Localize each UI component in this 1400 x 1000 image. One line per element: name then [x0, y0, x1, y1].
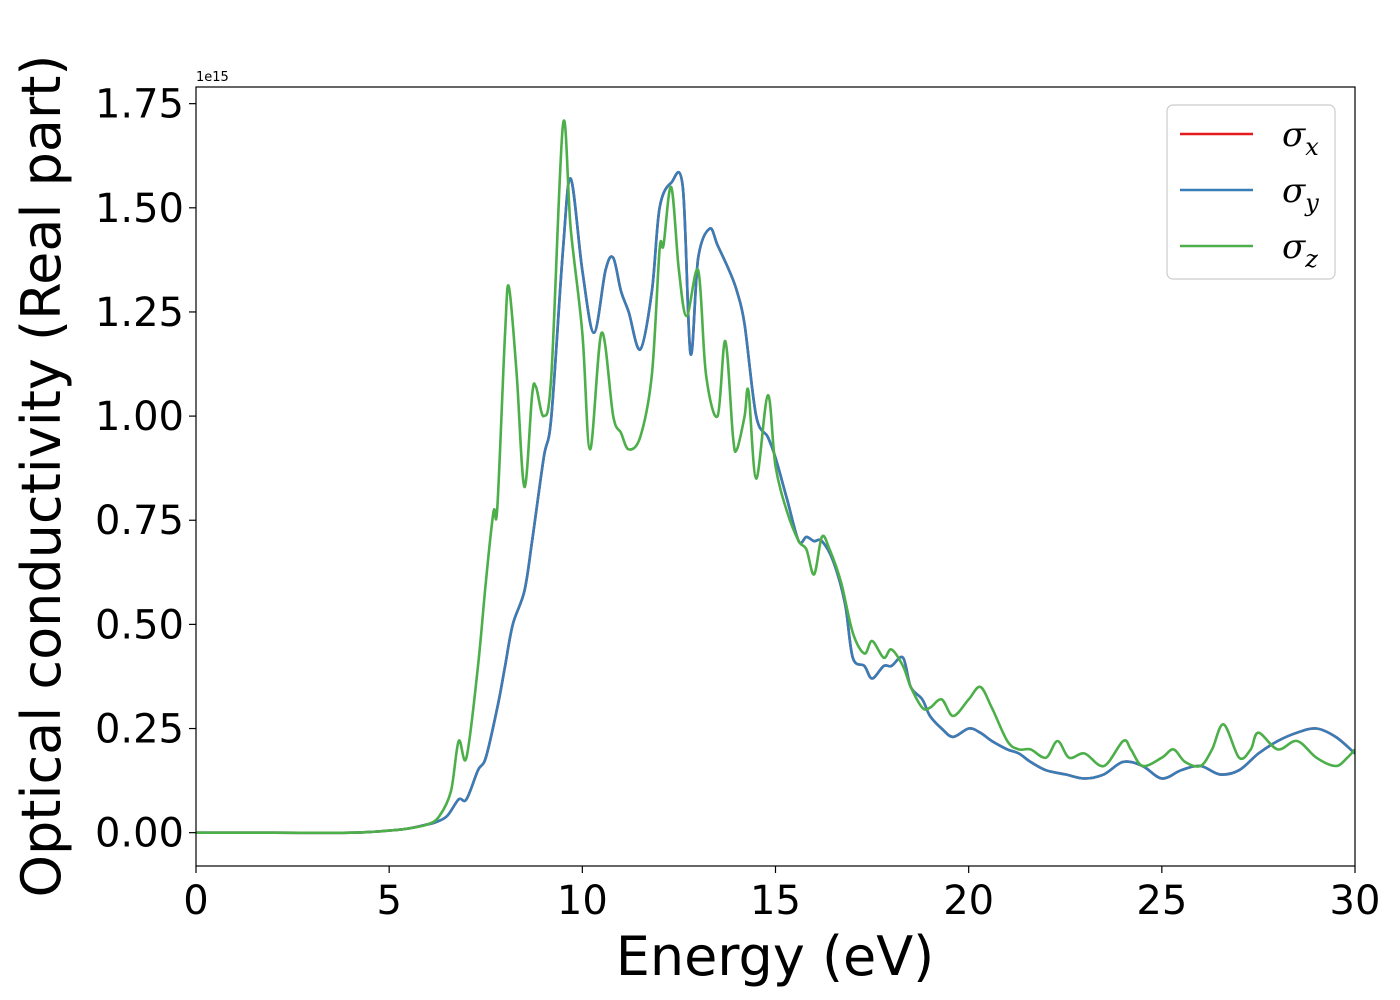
x-tick-label: 25 — [1136, 878, 1187, 924]
y-tick-label: 1.25 — [95, 290, 184, 336]
series-line-z — [196, 119, 1355, 835]
y-tick-label: 0.75 — [95, 498, 184, 544]
series-line-y — [196, 170, 1355, 835]
y-axis-label: Optical conductivity (Real part) — [10, 55, 73, 898]
x-tick-label: 0 — [183, 878, 208, 924]
y-tick-label: 0.50 — [95, 602, 184, 648]
x-tick-label: 30 — [1330, 878, 1381, 924]
legend-frame — [1166, 104, 1336, 280]
plot-lines — [196, 119, 1355, 835]
y-tick-label: 0.00 — [95, 811, 184, 857]
legend-label-y: σy — [1282, 171, 1319, 217]
y-tick-label: 1.00 — [95, 394, 184, 440]
x-tick-label: 10 — [557, 878, 608, 924]
x-axis: 0 5 10 15 20 25 30 — [183, 866, 1380, 924]
y-axis: 0.00 0.25 0.50 0.75 1.00 1.25 1.50 1.75 — [95, 82, 196, 857]
x-tick-label: 5 — [376, 878, 401, 924]
y-tick-label: 0.25 — [95, 707, 184, 753]
y-offset-label: 1e15 — [196, 70, 229, 85]
x-tick-label: 20 — [943, 878, 994, 924]
y-tick-label: 1.75 — [95, 82, 184, 128]
legend: σx σy σz — [1166, 104, 1336, 280]
y-tick-label: 1.50 — [95, 186, 184, 232]
legend-label-z: σz — [1282, 227, 1318, 273]
x-axis-label: Energy (eV) — [616, 925, 935, 988]
x-tick-label: 15 — [750, 878, 801, 924]
legend-label-x: σx — [1282, 115, 1319, 161]
